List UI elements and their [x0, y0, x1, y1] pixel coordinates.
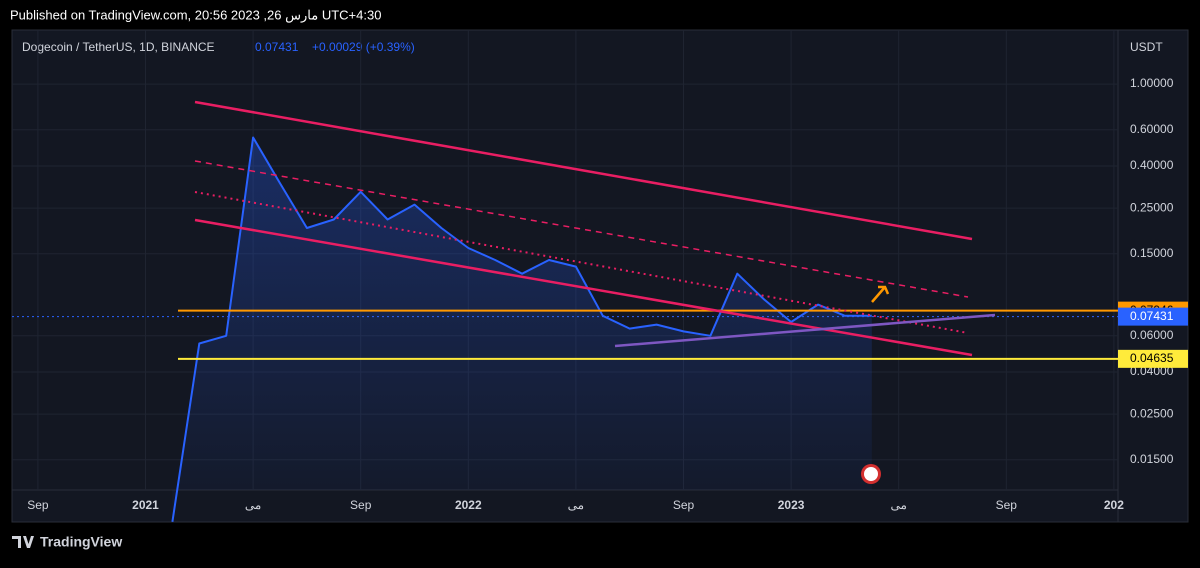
price-label: 0.07431	[1130, 309, 1174, 323]
chart-title: Dogecoin / TetherUS, 1D, BINANCE	[22, 40, 215, 54]
y-tick-label: 0.60000	[1130, 122, 1174, 136]
price-label: 0.04635	[1130, 351, 1174, 365]
trend-line	[614, 313, 996, 348]
header: Published on TradingView.com, 20:56 2023…	[10, 7, 381, 23]
drawings	[194, 100, 996, 484]
logo-icon	[12, 536, 34, 548]
x-tick-label: Sep	[350, 498, 372, 512]
price-change: +0.00029 (+0.39%)	[312, 40, 415, 54]
price-label-box	[1118, 349, 1188, 368]
logo: TradingView	[12, 534, 122, 550]
x-tick-label: 2023	[778, 498, 805, 512]
x-tick-label: Sep	[673, 498, 695, 512]
y-tick-label: 0.25000	[1130, 200, 1174, 214]
y-tick-label: 1.00000	[1130, 76, 1174, 90]
event-flag	[864, 467, 878, 481]
last-price: 0.07431	[255, 40, 299, 54]
x-tick-label: Sep	[27, 498, 49, 512]
price-line	[171, 136, 872, 522]
y-tick-label: 0.40000	[1130, 158, 1174, 172]
y-axis-label: USDT	[1130, 40, 1163, 54]
arrow	[871, 285, 890, 303]
x-tick-label: 2022	[455, 498, 482, 512]
trend-line	[194, 160, 969, 298]
trend-line	[194, 191, 969, 334]
x-tick-label: می	[890, 498, 906, 512]
plot: 1.00000 0.60000 0.40000 0.25000 0.15000 0.060…	[12, 30, 1188, 522]
x-tick-label: می	[568, 498, 584, 512]
x-tick-label: Sep	[996, 498, 1018, 512]
y-tick-label: 0.06000	[1130, 328, 1174, 342]
footer: TradingView	[40, 534, 122, 550]
y-tick-label: 0.01500	[1130, 452, 1174, 466]
trend-line	[194, 218, 973, 357]
x-tick-label: 2021	[132, 498, 159, 512]
area	[172, 137, 872, 522]
y-tick-label: 0.15000	[1130, 246, 1174, 260]
x-tick-label: می	[245, 498, 261, 512]
price-label-box	[1118, 307, 1188, 326]
trend-line	[194, 100, 973, 241]
x-tick-label: 202	[1104, 498, 1124, 512]
y-tick-label: 0.02500	[1130, 406, 1174, 420]
